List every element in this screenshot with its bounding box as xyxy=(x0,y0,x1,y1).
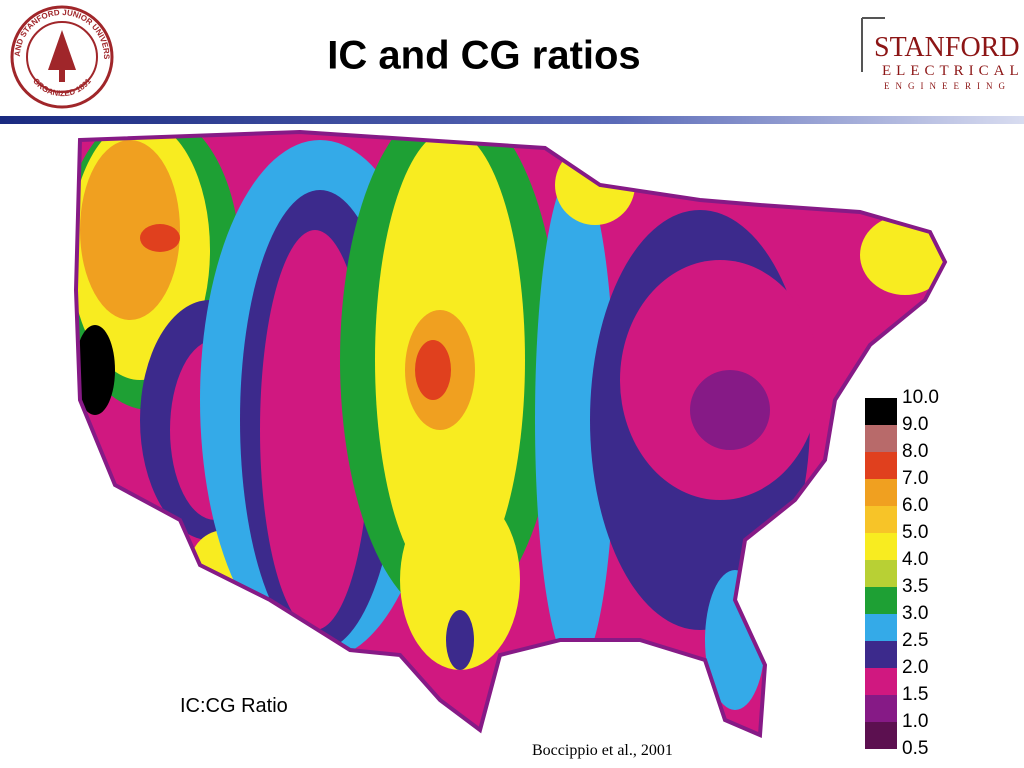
legend-label: 7.0 xyxy=(902,468,928,489)
header-bar xyxy=(0,116,1024,124)
logo-line: STANFORD xyxy=(874,32,1020,63)
legend-label: 2.5 xyxy=(902,630,928,651)
legend-swatch xyxy=(865,722,897,749)
citation: Boccippio et al., 2001 xyxy=(532,742,673,759)
stanford-seal: LELAND STANFORD JUNIOR UNIVERSITY ORGANI… xyxy=(0,0,114,109)
legend: 10.0 9.0 8.0 7.0 6.0 5.0 4.0 3.5 3.0 2.5 2.0 1.5 1.0… xyxy=(865,387,939,759)
map-caption: IC:CG Ratio xyxy=(180,695,288,717)
legend-label: 10.0 xyxy=(902,387,939,408)
legend-swatch xyxy=(865,695,897,722)
legend-swatch xyxy=(865,398,897,425)
legend-label: 6.0 xyxy=(902,495,928,516)
legend-label: 1.5 xyxy=(902,684,928,705)
legend-label: 3.5 xyxy=(902,576,928,597)
logo-line: ENGINEERING xyxy=(884,81,1011,91)
legend-label: 8.0 xyxy=(902,441,928,462)
legend-label: 3.0 xyxy=(902,603,928,624)
legend-label: 4.0 xyxy=(902,549,928,570)
slide-title: IC and CG ratios xyxy=(327,34,640,78)
legend-label: 2.0 xyxy=(902,657,928,678)
legend-label: 0.5 xyxy=(902,738,928,759)
legend-swatch xyxy=(865,506,897,533)
legend-swatch xyxy=(865,614,897,641)
legend-swatch xyxy=(865,587,897,614)
ee-logo: STANFORD ELECTRICAL ENGINEERING xyxy=(861,17,1024,91)
legend-label: 9.0 xyxy=(902,414,928,435)
legend-swatch xyxy=(865,425,897,452)
legend-swatch xyxy=(865,641,897,668)
legend-swatch xyxy=(865,560,897,587)
legend-swatch xyxy=(865,668,897,695)
legend-label: 5.0 xyxy=(902,522,928,543)
legend-swatch xyxy=(865,452,897,479)
logo-line: ELECTRICAL xyxy=(882,63,1024,79)
legend-label: 1.0 xyxy=(902,711,928,732)
legend-swatch xyxy=(865,479,897,506)
legend-swatch xyxy=(865,533,897,560)
ratio-map xyxy=(76,132,945,735)
